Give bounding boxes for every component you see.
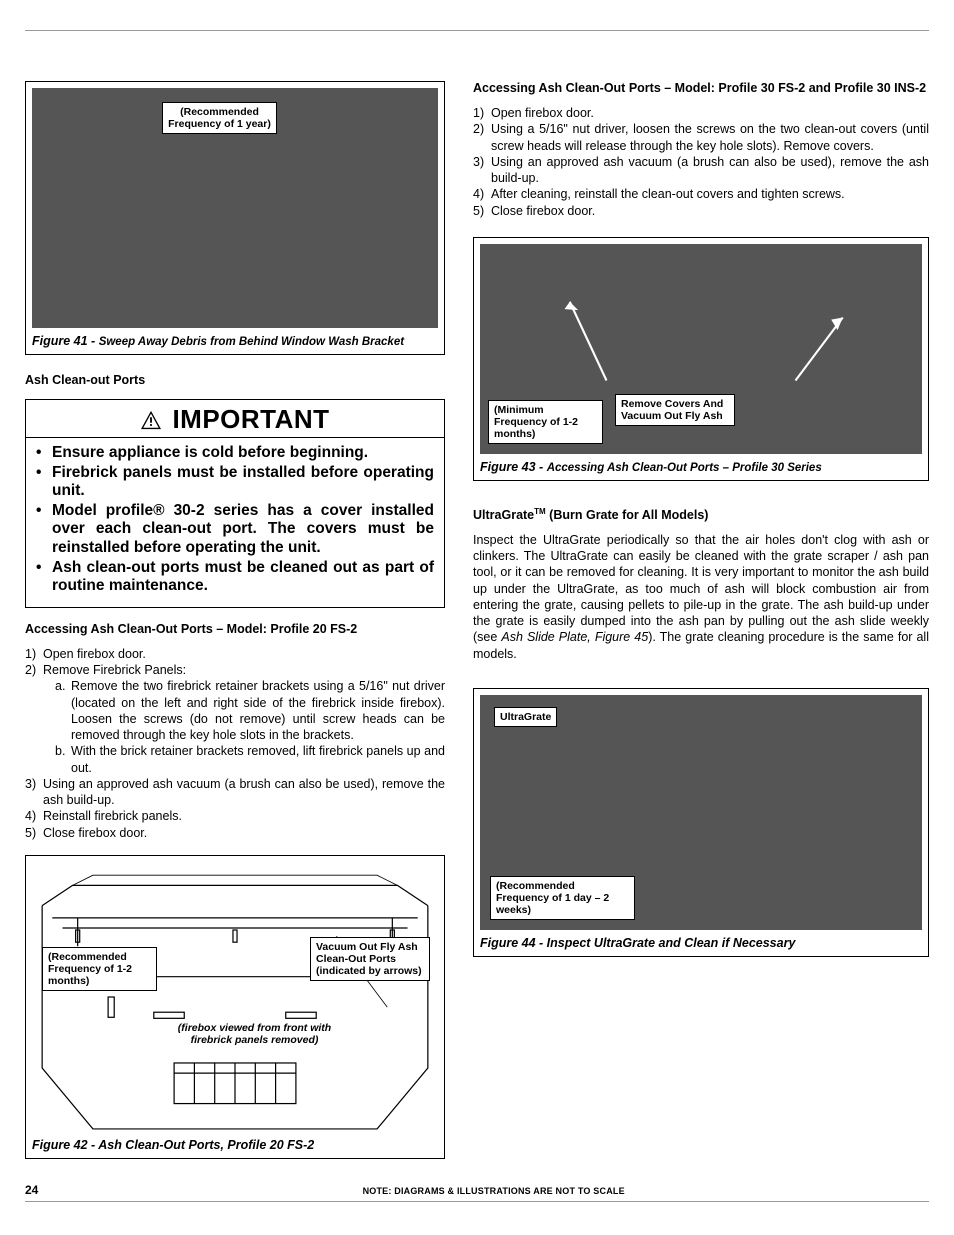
figure-43-image: (Minimum Frequency of 1-2 months) Remove… [480,244,922,454]
figure-43-caption: Figure 43 - Accessing Ash Clean-Out Port… [480,460,922,474]
figure-41-box: (Recommended Frequency of 1 year) Figure… [25,81,445,355]
figure-42-label-mid: (firebox viewed from front with firebric… [167,1022,342,1046]
ultragrate-title: UltraGrateTM (Burn Grate for All Models) [473,507,929,522]
important-item-text: Ensure appliance is cold before beginnin… [52,444,368,463]
important-box: IMPORTANT •Ensure appliance is cold befo… [25,399,445,608]
figure-44-caption: Figure 44 - Inspect UltraGrate and Clean… [480,936,922,950]
figure-43-caption-prefix: Figure 43 - [480,460,547,474]
important-item-text: Firebrick panels must be installed befor… [52,464,434,501]
list-item: 2)Remove Firebrick Panels: [25,662,445,678]
figure-42-caption: Figure 42 - Ash Clean-Out Ports, Profile… [32,1138,438,1152]
ultragrate-title-post: (Burn Grate for All Models) [546,508,709,522]
figure-42-caption-prefix: Figure 42 - [32,1138,98,1152]
important-item-text: Model profile® 30-2 series has a cover i… [52,502,434,558]
list-item-text: Open firebox door. [43,646,445,662]
figure-42-box: (Recommended Frequency of 1-2 months) Va… [25,855,445,1159]
list-item-text: Using a 5/16" nut driver, loosen the scr… [491,121,929,154]
figure-41-caption: Figure 41 - Sweep Away Debris from Behin… [32,334,438,348]
sub-list-item: a.Remove the two firebrick retainer brac… [25,678,445,743]
page-footer: 24 NOTE: DIAGRAMS & ILLUSTRATIONS ARE NO… [25,1183,929,1197]
figure-42-caption-text: Ash Clean-Out Ports, Profile 20 FS-2 [98,1138,314,1152]
bottom-border [25,1201,929,1202]
important-item: •Ensure appliance is cold before beginni… [36,444,434,463]
list-item-text: Open firebox door. [491,105,929,121]
ultragrate-text-a: Inspect the UltraGrate periodically so t… [473,533,929,645]
list-item-text: Close firebox door. [43,825,445,841]
figure-41-caption-text: Sweep Away Debris from Behind Window Was… [99,336,404,348]
list-item: 5)Close firebox door. [473,203,929,219]
figure-43-box: (Minimum Frequency of 1-2 months) Remove… [473,237,929,481]
important-body: •Ensure appliance is cold before beginni… [26,438,444,607]
ultragrate-paragraph: Inspect the UltraGrate periodically so t… [473,532,929,662]
figure-44-box: UltraGrate (Recommended Frequency of 1 d… [473,688,929,957]
list-item-text: Using an approved ash vacuum (a brush ca… [491,154,929,187]
figure-41-label: (Recommended Frequency of 1 year) [162,102,277,134]
list-item-text: Remove Firebrick Panels: [43,662,445,678]
figure-44-image: UltraGrate (Recommended Frequency of 1 d… [480,695,922,930]
access-20-title: Accessing Ash Clean-Out Ports – Model: P… [25,622,445,636]
important-header: IMPORTANT [26,400,444,438]
figure-42-svg [32,862,438,1132]
figure-43-caption-text: Accessing Ash Clean-Out Ports – Profile … [547,462,822,474]
important-item: •Firebrick panels must be installed befo… [36,464,434,501]
list-item: 2)Using a 5/16" nut driver, loosen the s… [473,121,929,154]
figure-42-diagram: (Recommended Frequency of 1-2 months) Va… [32,862,438,1132]
left-column: (Recommended Frequency of 1 year) Figure… [25,81,445,1169]
list-item: 3)Using an approved ash vacuum (a brush … [25,776,445,809]
figure-41-caption-prefix: Figure 41 - [32,334,99,348]
access-30-title: Accessing Ash Clean-Out Ports – Model: P… [473,81,929,95]
page-number: 24 [25,1183,38,1197]
list-item: 1)Open firebox door. [473,105,929,121]
list-item: 5)Close firebox door. [25,825,445,841]
ultragrate-reference: Ash Slide Plate, Figure 45 [501,630,648,644]
sub-list-text: With the brick retainer brackets removed… [71,743,445,776]
figure-41-image: (Recommended Frequency of 1 year) [32,88,438,328]
important-item: •Ash clean-out ports must be cleaned out… [36,559,434,596]
warning-icon [140,410,162,430]
figure-43-label-left: (Minimum Frequency of 1-2 months) [488,400,603,444]
figure-42-label-right: Vacuum Out Fly Ash Clean-Out Ports (indi… [310,937,430,981]
list-item: 4)After cleaning, reinstall the clean-ou… [473,186,929,202]
important-item-text: Ash clean-out ports must be cleaned out … [52,559,434,596]
access-20-procedure: 1)Open firebox door. 2)Remove Firebrick … [25,646,445,841]
ultragrate-trademark: TM [534,507,546,516]
figure-44-label-bottom: (Recommended Frequency of 1 day – 2 week… [490,876,635,920]
two-column-layout: (Recommended Frequency of 1 year) Figure… [25,81,929,1169]
list-item-text: Close firebox door. [491,203,929,219]
figure-42-label-left: (Recommended Frequency of 1-2 months) [42,947,157,991]
figure-43-label-right: Remove Covers And Vacuum Out Fly Ash [615,394,735,426]
right-column: Accessing Ash Clean-Out Ports – Model: P… [473,81,929,1169]
list-item-text: After cleaning, reinstall the clean-out … [491,186,929,202]
list-item: 4)Reinstall firebrick panels. [25,808,445,824]
ultragrate-title-pre: UltraGrate [473,508,534,522]
list-item-text: Reinstall firebrick panels. [43,808,445,824]
important-header-text: IMPORTANT [172,404,329,435]
list-item: 3)Using an approved ash vacuum (a brush … [473,154,929,187]
sub-list-text: Remove the two firebrick retainer bracke… [71,678,445,743]
top-border [25,30,929,31]
important-item: •Model profile® 30-2 series has a cover … [36,502,434,558]
list-item-text: Using an approved ash vacuum (a brush ca… [43,776,445,809]
footer-note: NOTE: DIAGRAMS & ILLUSTRATIONS ARE NOT T… [58,1186,929,1196]
sub-list-item: b.With the brick retainer brackets remov… [25,743,445,776]
list-item: 1)Open firebox door. [25,646,445,662]
figure-44-label-top: UltraGrate [494,707,557,727]
ash-ports-title: Ash Clean-out Ports [25,373,445,387]
access-30-procedure: 1)Open firebox door. 2)Using a 5/16" nut… [473,105,929,219]
